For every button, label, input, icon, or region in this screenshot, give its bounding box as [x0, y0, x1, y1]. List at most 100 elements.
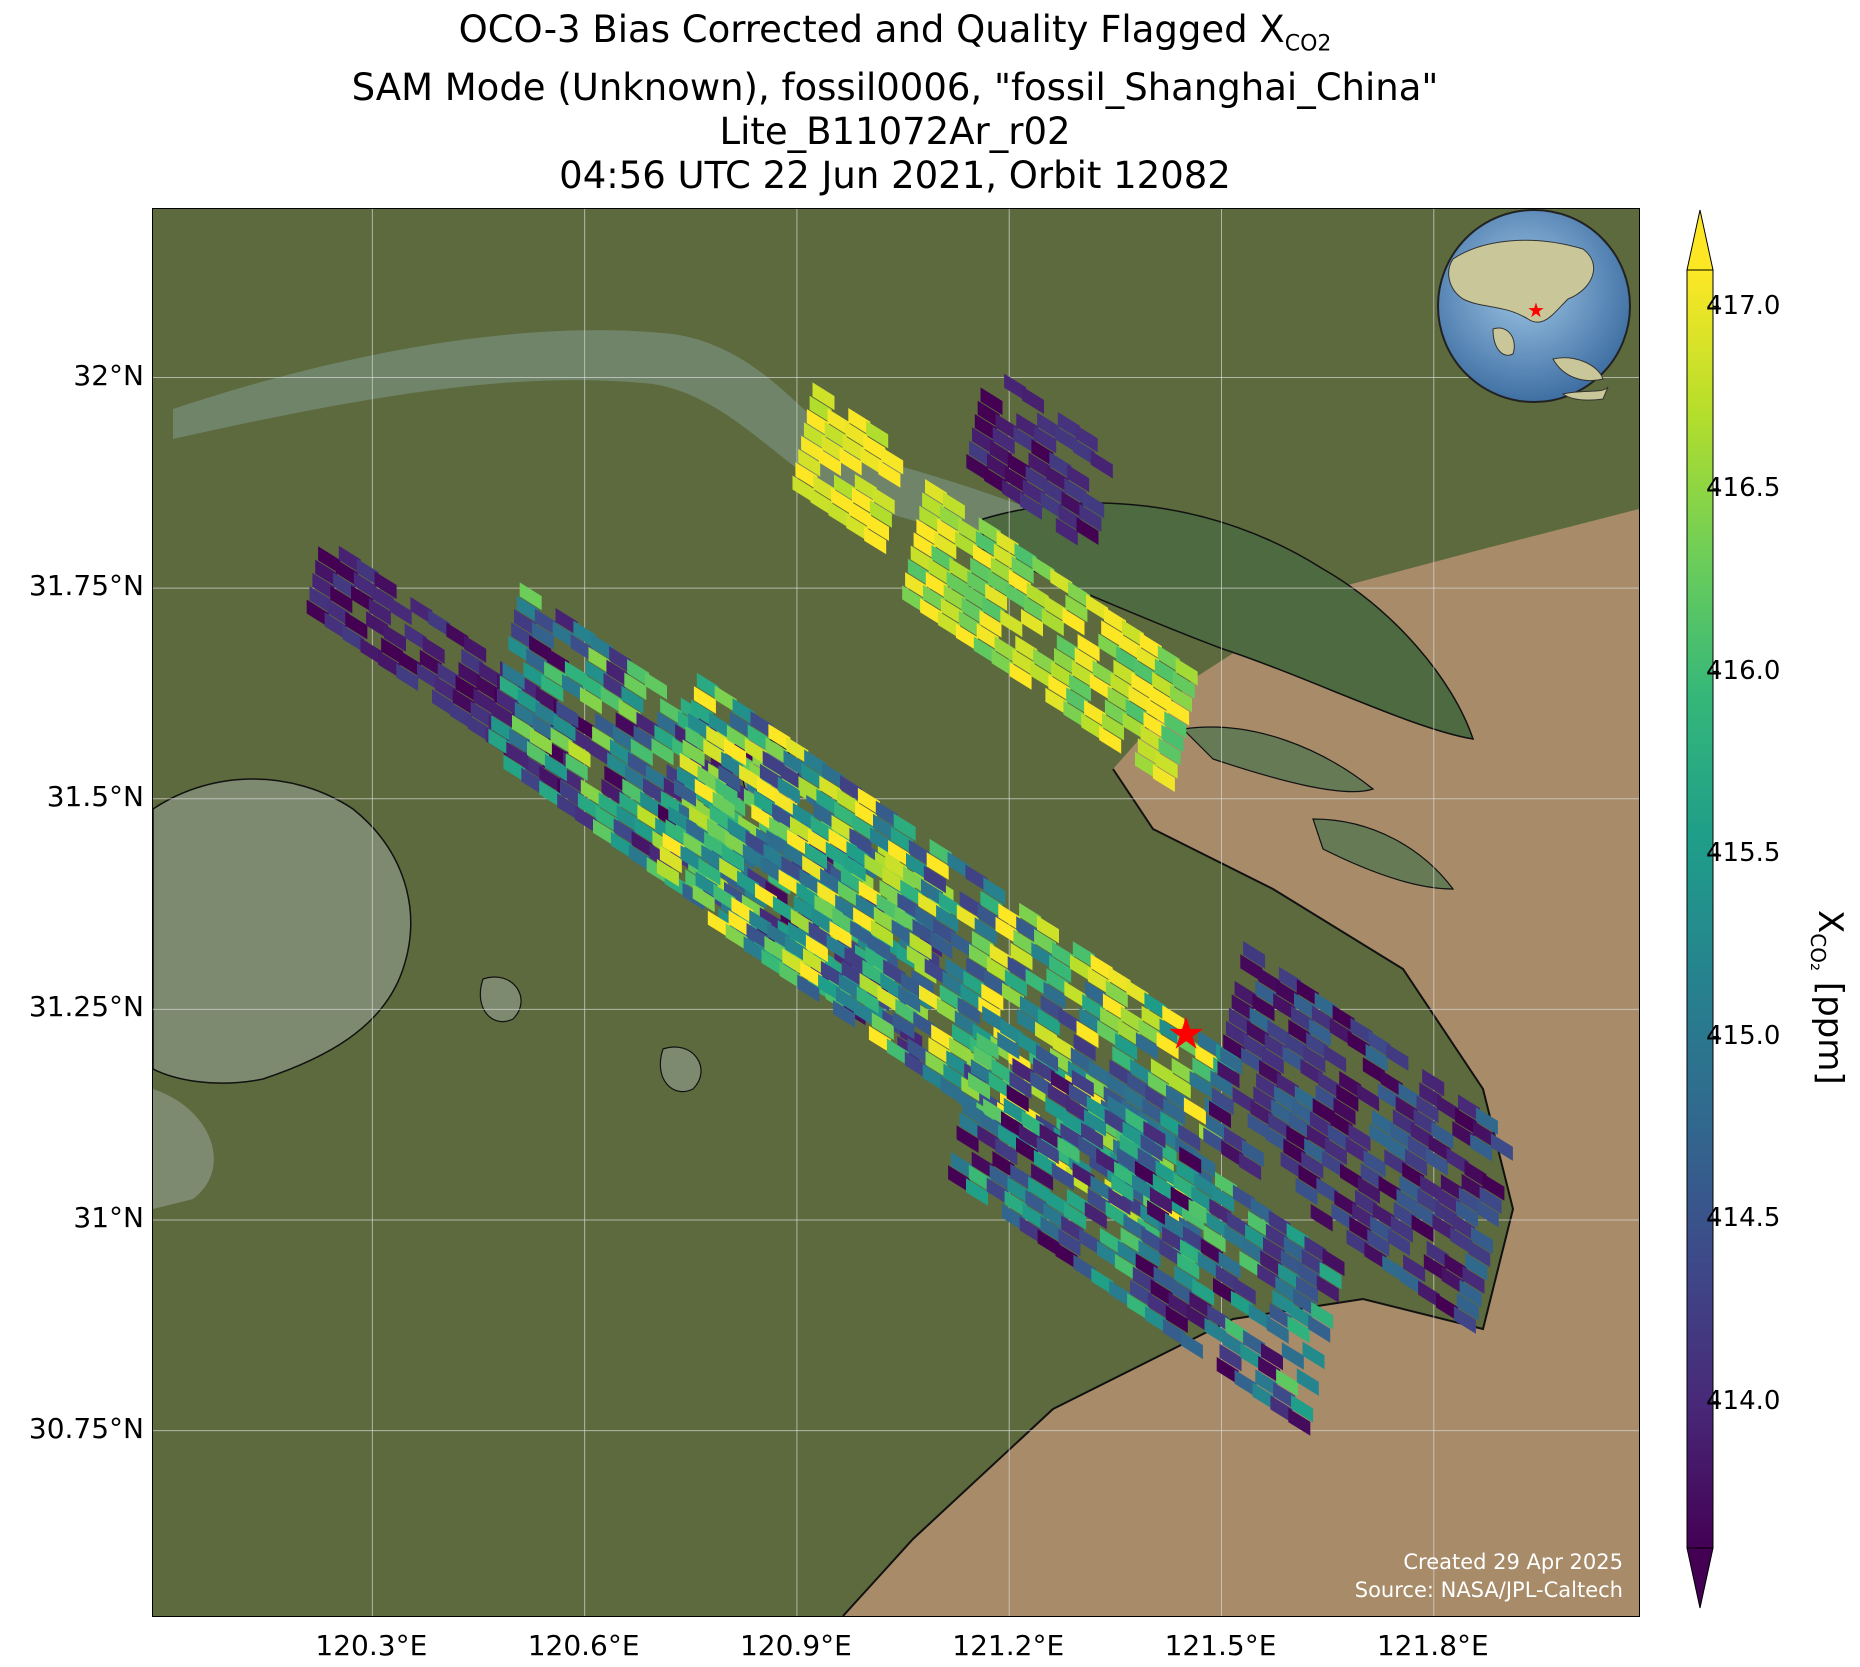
sounding-footprint	[539, 765, 562, 794]
sounding-footprint	[565, 753, 588, 781]
sounding-footprint	[491, 700, 514, 729]
sounding-footprint	[1125, 1107, 1148, 1136]
sounding-footprint	[803, 947, 825, 976]
sounding-footprint	[1028, 452, 1051, 480]
sounding-footprint	[971, 930, 994, 959]
sounding-footprint	[737, 870, 760, 898]
sounding-footprint	[931, 1024, 954, 1052]
sounding-footprint	[706, 725, 729, 754]
sounding-footprint	[802, 855, 825, 883]
sounding-footprint	[1243, 1033, 1266, 1062]
sounding-footprint	[1289, 1111, 1312, 1140]
sounding-footprint	[410, 596, 433, 625]
sounding-footprint	[1247, 1112, 1270, 1141]
sounding-footprint	[618, 699, 641, 727]
sounding-footprint	[759, 763, 782, 792]
sounding-footprint	[762, 750, 785, 779]
sounding-footprint	[1085, 1073, 1108, 1101]
sounding-footprint	[511, 622, 534, 650]
sounding-footprint	[1137, 738, 1160, 766]
sounding-footprint	[1097, 1240, 1119, 1269]
sounding-footprint	[598, 792, 621, 820]
sounding-footprint	[983, 877, 1006, 905]
sounding-footprint	[315, 559, 338, 588]
sounding-footprint	[1001, 1111, 1023, 1139]
sounding-footprint	[1407, 1135, 1430, 1163]
sounding-footprint	[1340, 1163, 1362, 1192]
sounding-footprint	[1316, 1275, 1339, 1303]
sounding-footprint	[807, 828, 830, 857]
lat-tick-label: 31°N	[73, 1201, 144, 1235]
sounding-footprint	[828, 501, 851, 529]
sounding-footprint	[1295, 1177, 1318, 1206]
sounding-footprint	[782, 948, 805, 977]
sounding-footprint	[749, 909, 772, 938]
sounding-footprint	[1428, 1134, 1451, 1163]
sounding-footprint	[722, 844, 744, 872]
sounding-footprint	[992, 426, 1015, 455]
sounding-footprint	[651, 737, 674, 766]
sounding-footprint	[1046, 465, 1069, 493]
sounding-footprint	[921, 878, 943, 907]
sounding-footprint	[1241, 1046, 1264, 1075]
sounding-footprint	[906, 945, 929, 973]
sounding-footprint	[1060, 1122, 1083, 1151]
sounding-footprint	[943, 584, 966, 612]
sounding-footprint	[957, 997, 980, 1025]
title-line-1: OCO-3 Bias Corrected and Quality Flagged…	[458, 8, 1332, 57]
sounding-footprint	[519, 582, 542, 611]
sounding-footprint	[1090, 954, 1113, 982]
sounding-footprint	[1006, 582, 1028, 611]
sounding-footprint	[1276, 1368, 1299, 1397]
sounding-footprint	[1479, 1186, 1502, 1215]
sounding-footprint	[1274, 1085, 1297, 1114]
sounding-footprint	[798, 776, 821, 804]
sounding-footprint	[473, 688, 496, 716]
sounding-footprint	[1223, 1034, 1246, 1062]
sounding-footprint	[1285, 1032, 1308, 1061]
lon-tick-label: 120.9°E	[739, 1629, 852, 1662]
sounding-footprint	[842, 434, 865, 463]
sounding-footprint	[911, 969, 934, 998]
sounding-footprint	[1141, 1226, 1164, 1255]
sounding-footprint	[1007, 452, 1030, 481]
sounding-footprint	[1071, 1069, 1094, 1098]
sounding-footprint	[913, 1011, 936, 1039]
sounding-footprint	[1212, 1185, 1235, 1213]
lat-tick-label: 31.25°N	[28, 990, 144, 1024]
sounding-footprint	[1230, 1290, 1253, 1319]
sounding-footprint	[940, 1076, 963, 1105]
sounding-footprint	[627, 751, 650, 780]
sounding-footprint	[850, 920, 873, 948]
sounding-footprint	[1174, 1265, 1197, 1294]
sounding-footprint	[948, 1165, 971, 1193]
sounding-footprint	[1013, 929, 1036, 958]
satellite-imagery	[153, 209, 1639, 1616]
sounding-footprint	[793, 895, 816, 923]
sounding-footprint	[1291, 1394, 1314, 1423]
sounding-footprint	[968, 1072, 990, 1100]
sounding-footprint	[1410, 1122, 1433, 1150]
sounding-footprint	[1311, 1005, 1334, 1034]
sounding-footprint	[1473, 1120, 1495, 1149]
sounding-footprint	[1418, 1280, 1441, 1309]
sounding-footprint	[919, 505, 942, 534]
sounding-footprint	[595, 712, 617, 741]
sounding-footprint	[831, 814, 854, 843]
sounding-footprint	[1456, 1292, 1479, 1321]
sounding-footprint	[1170, 684, 1192, 713]
sounding-footprint	[1211, 1087, 1234, 1115]
sounding-footprint	[1043, 478, 1066, 507]
sounding-footprint	[852, 814, 875, 842]
sounding-footprint	[1157, 645, 1180, 673]
sounding-footprint	[399, 650, 422, 678]
sounding-footprint	[943, 1063, 966, 1092]
sounding-footprint	[862, 959, 885, 988]
sounding-footprint	[1035, 1021, 1057, 1050]
sounding-footprint	[873, 906, 896, 935]
sounding-footprint	[1282, 1045, 1305, 1074]
sounding-footprint	[933, 918, 956, 946]
sounding-footprint	[1076, 1020, 1099, 1049]
sounding-footprint	[1228, 1007, 1251, 1036]
sounding-footprint	[374, 571, 397, 599]
